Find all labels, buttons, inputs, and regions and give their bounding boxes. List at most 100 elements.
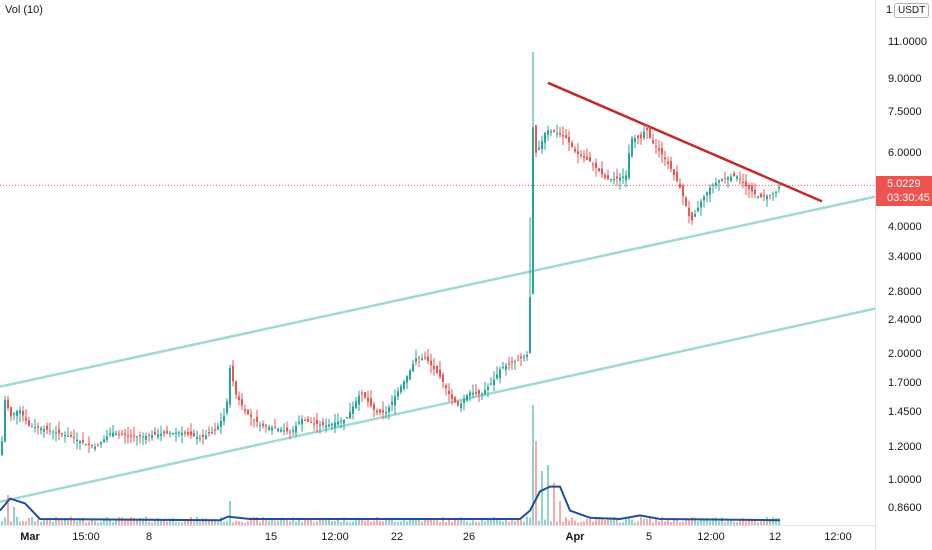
candle-body [55, 432, 57, 434]
time-tick: 15:00 [72, 531, 100, 543]
volume-bar [484, 521, 486, 525]
candle-body [274, 427, 276, 429]
volume-bar [199, 521, 201, 525]
volume-bar [67, 520, 69, 525]
volume-bar [418, 519, 420, 525]
volume-bar [100, 521, 102, 525]
candle-body [754, 189, 756, 194]
candle-body [742, 181, 744, 183]
volume-bar [310, 517, 312, 525]
candle-body [712, 184, 714, 186]
price-tick: 2.0000 [888, 347, 922, 360]
volume-bar [616, 517, 618, 525]
volume-bar [457, 518, 459, 525]
candle-body [223, 415, 225, 422]
candle-body [88, 443, 90, 445]
volume-bar [154, 520, 156, 525]
candle-body [253, 419, 255, 421]
time-tick: 8 [145, 531, 153, 543]
volume-bar [628, 517, 630, 525]
volume-bar [229, 501, 231, 525]
candle-body [694, 214, 696, 217]
volume-bar [10, 521, 12, 525]
volume-bar [94, 520, 96, 525]
time-tick: 12:00 [697, 531, 725, 543]
volume-bar [583, 521, 585, 525]
candle-body [748, 185, 750, 189]
volume-bar [565, 517, 567, 525]
last-price-badge: 5.0229 03:30:45 [876, 176, 932, 206]
volume-bar [574, 520, 576, 525]
time-tick: 12:00 [824, 531, 852, 543]
time-scale[interactable]: Mar 15:00 8 15 12:00 22 26 Apr 5 12:00 12 12:00 [0, 525, 875, 550]
price-chart[interactable] [0, 0, 875, 525]
volume-bar [7, 495, 9, 525]
volume-bar [685, 518, 687, 525]
volume-bar [508, 521, 510, 525]
price-tick: 1.7000 [888, 377, 922, 390]
volume-bar [697, 521, 699, 525]
time-tick: Mar [20, 531, 40, 543]
volume-bar [169, 519, 171, 525]
volume-bar [496, 518, 498, 525]
candle-body [646, 128, 648, 131]
price-scale[interactable]: 1 USDT 11.0000 9.0000 7.5000 6.0000 4.0000 3.… [875, 0, 932, 550]
volume-bar [721, 517, 723, 525]
candle-body [556, 133, 558, 135]
volume-bar [127, 520, 129, 525]
time-tick: 12 [768, 531, 782, 543]
candle-body [106, 436, 108, 440]
candle-body [211, 431, 213, 434]
candle-body [661, 148, 663, 155]
volume-bar [472, 520, 474, 525]
volume-bar [502, 521, 504, 525]
price-tick: 1.4500 [888, 406, 922, 419]
volume-bar [739, 519, 741, 525]
volume-bar [313, 522, 315, 525]
candle-body [19, 410, 21, 414]
candle-body [517, 359, 519, 361]
volume-indicator-label[interactable]: Vol (10) [5, 4, 43, 16]
currency-label[interactable]: USDT [894, 3, 930, 18]
volume-bar [253, 516, 255, 525]
volume-bar [610, 517, 612, 525]
candle-body [337, 421, 339, 425]
volume-bar [16, 516, 18, 525]
volume-bar [202, 518, 204, 525]
candle-body [1, 441, 3, 455]
candle-body [334, 422, 336, 428]
volume-bar [478, 522, 480, 525]
candle-body [292, 429, 294, 432]
volume-bar [25, 521, 27, 525]
volume-bar [136, 519, 138, 525]
candle-body [592, 164, 594, 166]
candle-body [463, 399, 465, 404]
volume-bar [205, 518, 207, 525]
candle-body [670, 161, 672, 169]
candle-body [718, 180, 720, 183]
candle-body [664, 157, 666, 160]
last-price-value: 5.0229 [887, 178, 921, 190]
volume-bar [124, 518, 126, 525]
volume-bar [676, 519, 678, 525]
candle-body [280, 429, 282, 432]
candle-body [424, 357, 426, 359]
candle-body [523, 356, 525, 358]
candle-body [610, 178, 612, 181]
candle-body [61, 432, 63, 435]
candle-body [394, 396, 396, 406]
volume-bar [19, 521, 21, 525]
volume-bar [358, 518, 360, 525]
candle-body [133, 435, 135, 437]
candle-body [364, 392, 366, 398]
volume-bar [76, 521, 78, 525]
volume-bar [661, 516, 663, 525]
trendline-channel-lower [0, 307, 875, 503]
time-tick: 22 [390, 531, 404, 543]
scale-mode-label[interactable]: 1 [886, 4, 893, 16]
candle-body [697, 207, 699, 212]
candle-body [85, 444, 87, 446]
chart-pane[interactable]: Vol (10) [0, 0, 875, 525]
volume-bar [679, 522, 681, 525]
volume-bar [115, 518, 117, 525]
